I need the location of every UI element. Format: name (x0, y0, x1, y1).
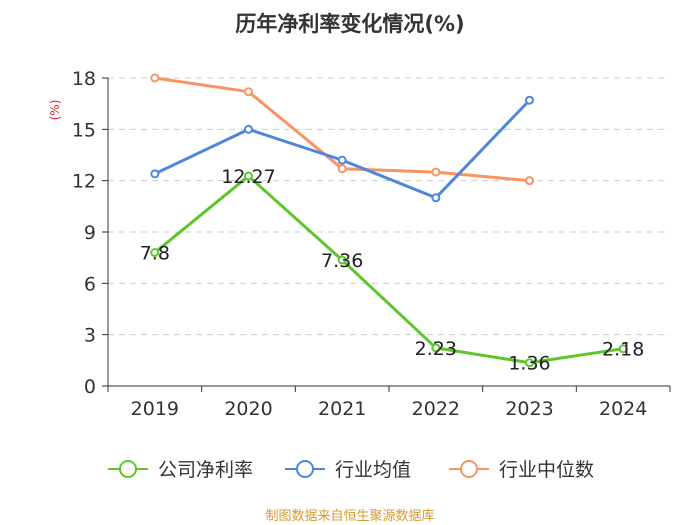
legend-item-0: 公司净利率 (108, 459, 253, 481)
legend-label-2: 行业中位数 (499, 459, 594, 481)
data-label-2020: 12.27 (221, 166, 275, 188)
data-source-note: 制图数据来自恒生聚源数据库 (265, 508, 434, 524)
legend-item-1: 行业均值 (285, 459, 411, 481)
series-0-point-2024 (618, 344, 628, 354)
y-axis-unit-label: (%) (48, 100, 62, 121)
series-2-point-2021 (337, 164, 347, 174)
y-tick-label-6: 6 (84, 273, 96, 295)
x-tick-label-2019: 2019 (131, 398, 179, 420)
axes: 0 3 6 9 12 15 18 2019 2020 2021 2022 2023 2024 (72, 68, 671, 420)
series-0-point-2019 (150, 248, 160, 258)
series-1-point-2021 (337, 155, 347, 165)
legend-item-2: 行业中位数 (449, 459, 594, 481)
y-tick-label-3: 3 (84, 325, 96, 347)
series-1-point-2022 (431, 193, 441, 203)
y-tick-label-9: 9 (84, 222, 96, 244)
x-tick-label-2024: 2024 (599, 398, 647, 420)
series-2-point-2019 (150, 73, 160, 83)
series-0 (150, 171, 628, 368)
data-label-2021: 7.36 (321, 250, 363, 272)
series-0-point-2023 (525, 358, 534, 368)
data-label-2022: 2.23 (415, 338, 457, 360)
x-tick-label-2022: 2022 (412, 398, 460, 420)
series-2-point-2020 (244, 87, 253, 97)
series-0-point-2020 (244, 171, 253, 181)
legend-label-1: 行业均值 (335, 459, 411, 481)
chart-title: 历年净利率变化情况(%) (235, 12, 464, 36)
y-tick-label-18: 18 (72, 68, 96, 90)
series-1-point-2020 (244, 124, 253, 134)
data-label-2023: 1.36 (508, 353, 550, 375)
series-line-0 (153, 174, 624, 365)
series-1-point-2023 (525, 95, 534, 105)
series-2 (150, 73, 534, 186)
legend-marker-1 (296, 460, 314, 478)
series-line-1 (154, 99, 531, 200)
series-2-point-2023 (525, 176, 534, 186)
series-1-point-2019 (150, 169, 160, 179)
series-lines (150, 73, 628, 368)
x-tick-label-2023: 2023 (505, 398, 553, 420)
series-0-point-2022 (431, 343, 441, 353)
data-label-2019: 7.8 (140, 243, 170, 265)
x-tick-label-2020: 2020 (224, 398, 272, 420)
gridlines (108, 77, 670, 336)
series-1 (150, 95, 534, 203)
y-tick-label-12: 12 (72, 171, 96, 193)
series-0-point-2021 (337, 255, 347, 265)
legend-label-0: 公司净利率 (158, 459, 253, 481)
data-labels: 7.8 12.27 7.36 2.23 1.36 2.18 (140, 166, 645, 375)
legend-marker-2 (460, 460, 478, 478)
x-tick-label-2021: 2021 (318, 398, 366, 420)
y-tick-label-0: 0 (84, 376, 96, 398)
y-tick-label-15: 15 (72, 119, 96, 141)
legend: 公司净利率 行业均值 行业中位数 (108, 459, 594, 481)
legend-marker-0 (119, 460, 137, 478)
data-label-2024: 2.18 (602, 339, 644, 361)
series-2-point-2022 (431, 167, 441, 177)
